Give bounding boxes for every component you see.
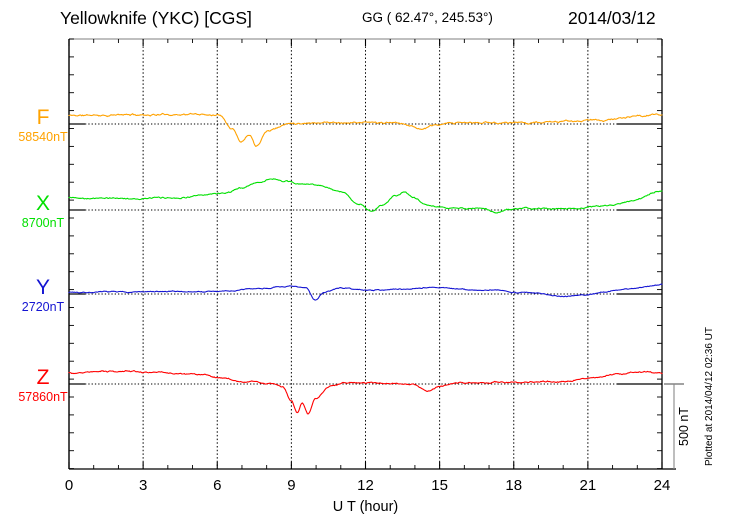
svg-text:24: 24 (654, 477, 671, 494)
svg-text:GG ( 62.47°, 245.53°): GG ( 62.47°, 245.53°) (362, 10, 493, 25)
svg-text:F: F (37, 106, 50, 129)
svg-text:58540nT: 58540nT (18, 130, 68, 144)
svg-text:Y: Y (36, 276, 50, 299)
svg-text:3: 3 (139, 477, 147, 494)
svg-text:Plotted at 2014/04/12 02:36 UT: Plotted at 2014/04/12 02:36 UT (704, 327, 715, 466)
svg-text:15: 15 (431, 477, 448, 494)
svg-text:2720nT: 2720nT (22, 300, 65, 314)
svg-text:6: 6 (213, 477, 221, 494)
svg-text:500 nT: 500 nT (677, 407, 691, 446)
svg-text:2014/03/12: 2014/03/12 (568, 8, 656, 28)
svg-text:X: X (36, 192, 50, 215)
svg-text:57860nT: 57860nT (18, 390, 68, 404)
svg-text:0: 0 (65, 477, 73, 494)
svg-text:U T (hour): U T (hour) (333, 499, 399, 515)
svg-text:18: 18 (505, 477, 522, 494)
svg-text:Yellowknife (YKC) [CGS]: Yellowknife (YKC) [CGS] (60, 8, 252, 28)
svg-text:Z: Z (37, 366, 50, 389)
svg-text:8700nT: 8700nT (22, 216, 65, 230)
svg-text:9: 9 (287, 477, 295, 494)
svg-text:12: 12 (357, 477, 374, 494)
svg-text:21: 21 (580, 477, 597, 494)
